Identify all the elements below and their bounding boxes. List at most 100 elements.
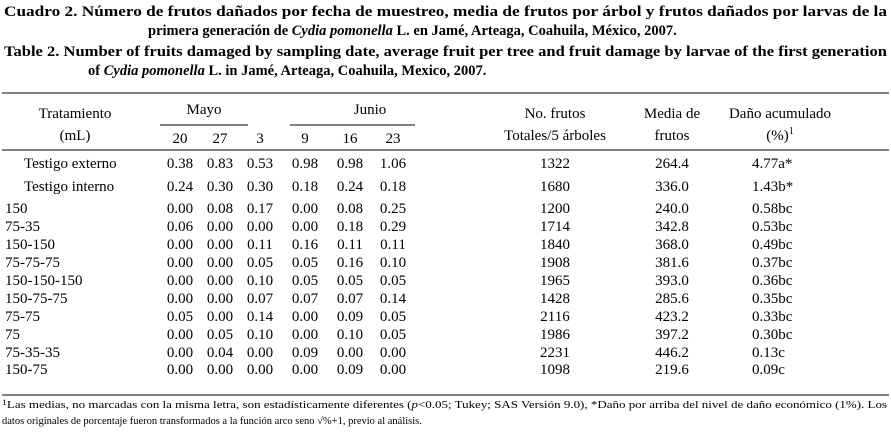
- value-cell: 2231: [540, 345, 570, 361]
- value-cell: 0.58bc: [752, 201, 793, 217]
- treatment-cell: 150-75: [5, 362, 48, 378]
- header: Junio: [354, 102, 387, 118]
- value-cell: 0.00: [380, 362, 406, 378]
- date-header: 16: [343, 131, 359, 147]
- caption-text: L. in Jamé, Arteaga, Coahuila, Mexico, 2…: [208, 63, 486, 79]
- value-cell: 0.07: [292, 291, 319, 307]
- value-cell: 0.10: [380, 255, 406, 271]
- value-cell: 264.4: [655, 156, 689, 172]
- value-cell: 1200: [540, 201, 570, 217]
- value-cell: 0.30: [207, 179, 233, 195]
- value-cell: 397.2: [655, 327, 689, 343]
- value-cell: 381.6: [655, 255, 689, 271]
- value-cell: 0.17: [247, 201, 274, 217]
- caption-text: Número de frutos dañados por fecha de mu…: [82, 4, 888, 20]
- value-cell: 0.29: [380, 219, 406, 235]
- caption-en-line1: Table 2. Number of fruits damaged by sam…: [4, 44, 887, 60]
- footnote-text: p: [410, 400, 418, 411]
- treatment-cell: 75-75: [5, 309, 40, 325]
- value-cell: 0.05: [292, 273, 318, 289]
- value-cell: 0.00: [167, 273, 193, 289]
- caption-label: Cuadro 2.: [4, 4, 77, 20]
- footnote-text: <0.05; Tukey; SAS Versión 9.0), *Daño po…: [418, 400, 887, 411]
- value-cell: 0.00: [207, 273, 233, 289]
- value-cell: 1908: [540, 255, 570, 271]
- header: No. frutos: [525, 106, 586, 122]
- value-cell: 0.09: [337, 362, 363, 378]
- treatment-cell: 75-35-35: [5, 345, 60, 361]
- caption-species: Cydia pomonella: [292, 23, 393, 39]
- header: (%)1: [766, 126, 794, 144]
- date-header: 3: [256, 131, 264, 147]
- value-cell: 0.24: [167, 179, 194, 195]
- value-cell: 0.00: [167, 291, 193, 307]
- header: Mayo: [187, 102, 222, 118]
- caption-es-line2: primera generación de Cydia pomonella L.…: [148, 23, 677, 39]
- value-cell: 0.05: [380, 309, 406, 325]
- value-cell: 0.24: [337, 179, 364, 195]
- value-cell: 285.6: [655, 291, 689, 307]
- value-cell: 0.05: [207, 327, 233, 343]
- value-cell: 0.10: [337, 327, 363, 343]
- value-cell: 0.00: [207, 362, 233, 378]
- value-cell: 0.05: [337, 273, 363, 289]
- value-cell: 0.00: [167, 255, 193, 271]
- value-cell: 0.00: [247, 219, 273, 235]
- value-cell: 0.00: [292, 219, 318, 235]
- footnote-line2: datos originales de porcentaje fueron tr…: [2, 415, 422, 427]
- value-cell: 0.10: [247, 273, 273, 289]
- treatment-cell: Testigo interno: [24, 179, 114, 195]
- header: Media de: [644, 106, 701, 122]
- value-cell: 393.0: [655, 273, 689, 289]
- value-cell: 0.00: [167, 237, 193, 253]
- value-cell: 0.00: [207, 291, 233, 307]
- value-cell: 1322: [540, 156, 570, 172]
- value-cell: 0.38: [167, 156, 193, 172]
- treatment-cell: 150-150: [5, 237, 55, 253]
- value-cell: 0.05: [167, 309, 193, 325]
- footnote-text: Las medias, no marcadas con la misma let…: [7, 400, 412, 411]
- value-cell: 0.09c: [752, 362, 785, 378]
- superscript: 1: [2, 398, 7, 407]
- treatment-cell: 150-75-75: [5, 291, 68, 307]
- value-cell: 0.00: [167, 362, 193, 378]
- value-cell: 0.18: [380, 179, 406, 195]
- value-cell: 0.00: [292, 327, 318, 343]
- caption-text: of: [88, 63, 100, 79]
- header: Daño acumulado: [729, 106, 831, 122]
- value-cell: 0.10: [247, 327, 273, 343]
- treatment-cell: 75-75-75: [5, 255, 60, 271]
- value-cell: 0.14: [247, 309, 274, 325]
- value-cell: 0.05: [380, 327, 406, 343]
- value-cell: 0.06: [167, 219, 194, 235]
- value-cell: 0.33bc: [752, 309, 793, 325]
- value-cell: 0.14: [380, 291, 407, 307]
- value-cell: 4.77a*: [752, 156, 792, 172]
- value-cell: 0.13c: [752, 345, 785, 361]
- value-cell: 342.8: [655, 219, 689, 235]
- value-cell: 0.83: [207, 156, 233, 172]
- value-cell: 0.18: [292, 179, 318, 195]
- value-cell: 0.00: [292, 362, 318, 378]
- value-cell: 0.08: [207, 201, 233, 217]
- value-cell: 368.0: [655, 237, 689, 253]
- date-header: 9: [301, 131, 309, 147]
- value-cell: 446.2: [655, 345, 689, 361]
- value-cell: 0.00: [207, 309, 233, 325]
- value-cell: 0.11: [380, 237, 406, 253]
- value-cell: 0.49bc: [752, 237, 793, 253]
- value-cell: 0.30: [247, 179, 273, 195]
- value-cell: 0.00: [207, 255, 233, 271]
- value-cell: 0.04: [207, 345, 234, 361]
- value-cell: 240.0: [655, 201, 689, 217]
- value-cell: 2116: [540, 309, 570, 325]
- treatment-cell: 75: [5, 327, 20, 343]
- caption-es-line1: Cuadro 2. Número de frutos dañados por f…: [4, 4, 888, 20]
- value-cell: 0.09: [337, 309, 363, 325]
- value-cell: 219.6: [655, 362, 689, 378]
- value-cell: 0.00: [292, 309, 318, 325]
- value-cell: 1714: [540, 219, 571, 235]
- value-cell: 0.53: [247, 156, 273, 172]
- footnote-line1: 1Las medias, no marcadas con la misma le…: [2, 398, 887, 411]
